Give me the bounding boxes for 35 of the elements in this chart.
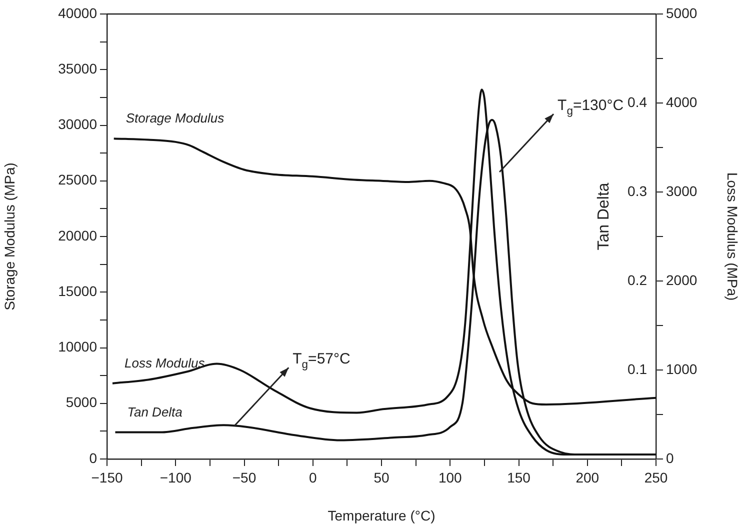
x-tick-label: 50 <box>374 469 390 486</box>
x-tick-label: 150 <box>507 469 531 486</box>
y3-tick-label: 5000 <box>666 4 698 21</box>
y3-axis-title: Loss Modulus (MPa) <box>724 172 741 301</box>
y3-tick-label: 1000 <box>666 360 698 377</box>
y-tick-label: 10000 <box>58 338 98 355</box>
y-tick-label: 5000 <box>66 394 98 410</box>
y-tick-label: 20000 <box>58 227 98 244</box>
y3-tick-label: 4000 <box>666 94 698 110</box>
x-tick-label: 0 <box>308 469 317 486</box>
series-label: Loss Modulus <box>124 355 206 370</box>
y-tick-label: 15000 <box>58 282 98 299</box>
x-tick-label: −50 <box>232 469 256 486</box>
y3-tick-label: 2000 <box>666 272 698 288</box>
y2-tick-label: 0.3 <box>628 182 648 199</box>
y-axis-title: Storage Modulus (MPa) <box>1 162 18 310</box>
x-tick-label: −100 <box>160 469 192 486</box>
y-tick-label: 30000 <box>58 116 98 132</box>
y3-tick-label: 0 <box>666 450 674 466</box>
y2-tick-label: 0.1 <box>628 360 648 377</box>
x-tick-label: −150 <box>91 469 123 486</box>
x-tick-label: 250 <box>644 469 668 486</box>
y2-tick-label: 0.4 <box>628 94 648 110</box>
series-label: Storage Modulus <box>126 110 225 126</box>
y-tick-label: 0 <box>89 450 98 466</box>
y-tick-label: 35000 <box>58 60 98 76</box>
y-tick-label: 40000 <box>58 4 98 21</box>
x-axis-title: Temperature (°C) <box>328 507 436 524</box>
x-tick-label: 200 <box>576 469 600 486</box>
x-tick-label: 100 <box>438 469 462 486</box>
y3-tick-label: 3000 <box>666 182 698 199</box>
y2-tick-label: 0.2 <box>628 272 648 288</box>
y2-axis-title: Tan Delta <box>595 182 612 250</box>
y-tick-label: 25000 <box>58 172 98 188</box>
series-label: Tan Delta <box>127 404 182 420</box>
